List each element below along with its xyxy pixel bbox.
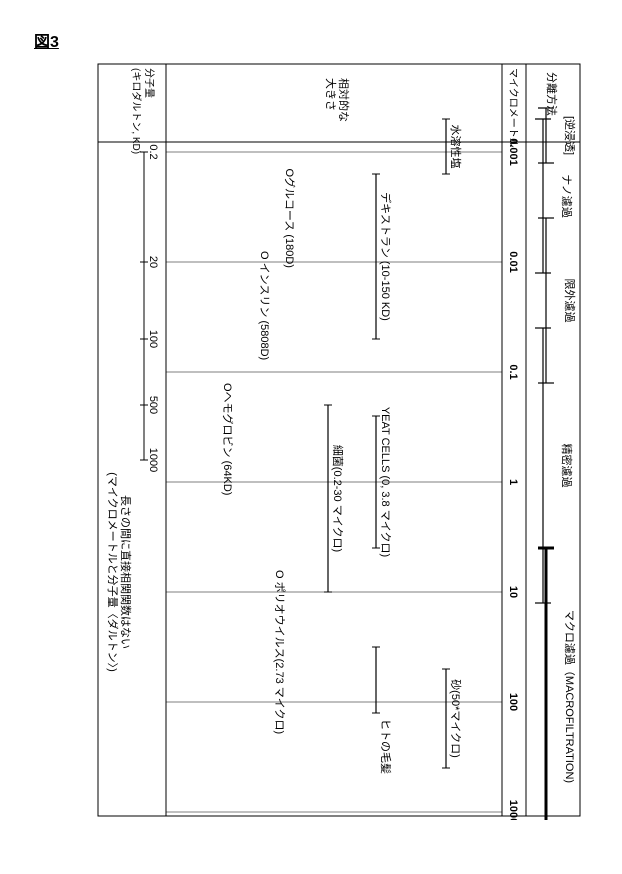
label: 分子量 — [143, 68, 155, 98]
method-label: 限外濾過 — [563, 279, 577, 323]
axis-tick-label: 0.001 — [507, 138, 519, 166]
size-bar-label: デキストラン (10-150 KD) — [379, 192, 393, 321]
method-label: [逆浸透] — [563, 116, 577, 155]
axis-tick-label: 0.1 — [507, 364, 519, 379]
size-bar-label: 細菌(0.2-30 マイクロ) — [331, 445, 344, 552]
mw-tick-label: 0.2 — [147, 144, 159, 159]
label: (キロダルトン, KD) — [130, 68, 143, 154]
mw-tick-label: 1000 — [147, 448, 159, 472]
size-point-label: Oグルコース (180D) — [283, 169, 297, 268]
method-label: 精密濾過 — [560, 444, 574, 488]
size-bar-label: ヒトの毛髪 — [379, 719, 393, 774]
size-point-label: O インスリン (5808D) — [258, 251, 270, 360]
label: 相対的な — [337, 78, 351, 122]
size-bar-label: 砂(50*マイクロ) — [449, 679, 462, 758]
method-label: マクロ濾過（MACROFILTRATION) — [563, 610, 577, 783]
axis-tick-label: 10 — [507, 586, 519, 598]
filtration-diagram: 分離方法 マイクロメートル 相対的な大きさ 分子量(キロダルトン, KD) 0.001 0… — [0, 60, 586, 562]
mw-tick-label: 20 — [147, 256, 159, 268]
axis-tick-label: 1000 — [507, 800, 519, 820]
label: 分離方法 — [545, 72, 559, 116]
size-point-label: Oヘモグロビン (64KD) — [221, 383, 235, 495]
axis-tick-label: 100 — [507, 693, 519, 711]
mw-tick-label: 100 — [147, 330, 159, 348]
mw-tick-label: 500 — [147, 396, 159, 414]
figure-label: 図3 — [34, 28, 59, 52]
label: 大きさ — [324, 78, 338, 111]
label: (マイクロメートルと分子量〈ダルトン〉) — [106, 472, 120, 672]
label: マイクロメートル — [507, 68, 519, 148]
label: 長さの間に直接相関関数はない — [119, 495, 133, 649]
axis-tick-label: 1 — [507, 479, 519, 485]
axis-tick-label: 0.01 — [507, 251, 519, 272]
size-bar-label: YEAT CELLS (0, 3.8 マイクロ) — [379, 407, 392, 557]
size-point-label: O ポリオウイルス(2.73 マイクロ) — [273, 570, 286, 734]
size-bar-label: 水溶性塩 — [449, 125, 463, 169]
method-label: ナノ濾過 — [560, 174, 574, 217]
